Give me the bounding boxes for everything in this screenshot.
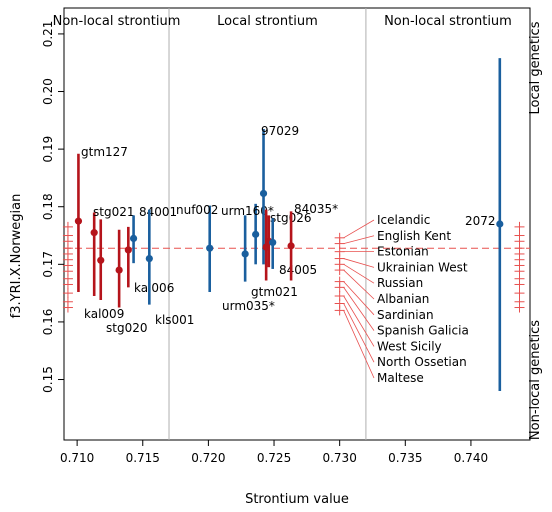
sample-point <box>241 250 249 258</box>
population-leader-line <box>343 263 375 284</box>
y-tick-label: 0.21 <box>41 21 55 48</box>
population-leader-line <box>343 287 375 331</box>
sample-point <box>206 244 214 252</box>
region-label: Non-local strontium <box>384 14 512 29</box>
sample-point <box>287 242 295 250</box>
point-label: gtm021 <box>251 285 298 299</box>
y-tick-label: 0.15 <box>41 366 55 393</box>
axes: 0.710 0.715 0.720 0.725 0.730 0.735 0.740 0.15 0… <box>41 7 531 465</box>
population-label: Spanish Galicia <box>377 324 469 338</box>
population-label: English Kent <box>377 229 451 243</box>
population-label: Maltese <box>377 371 424 385</box>
sample-point <box>90 229 98 237</box>
population-label: West Sicily <box>377 339 442 353</box>
x-tick-label: 0.740 <box>454 451 488 465</box>
x-tick-label: 0.710 <box>60 451 94 465</box>
point-label: kal006 <box>134 281 174 295</box>
y-tick-label: 0.18 <box>41 193 55 220</box>
point-label: urm160* <box>221 204 274 218</box>
point-label: urm035* <box>222 299 275 313</box>
sample-point <box>129 234 138 242</box>
population-label: Ukrainian West <box>377 260 468 274</box>
point-label: nuf002 <box>176 203 218 217</box>
population-leader-line <box>343 303 375 363</box>
population-label: Albanian <box>377 292 429 306</box>
side-label-nonlocal-genetics: Non-local genetics <box>528 320 543 440</box>
population-leader-line <box>343 310 375 379</box>
sample-point <box>259 189 268 198</box>
point-label: stg021 <box>93 205 134 219</box>
point-label: 84005 <box>279 263 317 277</box>
sample-point <box>124 246 132 254</box>
y-axis-label: f3.YRI.X.Norwegian <box>9 194 24 319</box>
plot-frame <box>63 7 531 441</box>
sample-point <box>145 254 153 263</box>
population-label: North Ossetian <box>377 355 467 369</box>
point-label: 2072 <box>465 214 496 228</box>
population-leader-line <box>343 281 375 316</box>
y-tick-label: 0.20 <box>41 78 55 105</box>
point-label: kal009 <box>84 307 124 321</box>
x-axis-label: Strontium value <box>245 492 349 507</box>
sample-point <box>74 217 83 225</box>
edge-markers <box>62 221 525 313</box>
sample-point <box>115 266 123 274</box>
point-label: kls001 <box>155 313 194 327</box>
point-label: 84001 <box>139 205 177 219</box>
sample-point <box>496 220 504 228</box>
y-tick-label: 0.16 <box>41 309 55 336</box>
population-label: Estonian <box>377 245 429 259</box>
region-label: Non-local strontium <box>53 14 181 29</box>
x-tick-label: 0.735 <box>388 451 422 465</box>
sample-point <box>252 230 260 238</box>
population-leader-line <box>343 295 375 347</box>
x-tick-label: 0.715 <box>126 451 160 465</box>
sample-point <box>97 256 105 264</box>
y-tick-label: 0.17 <box>41 251 55 278</box>
sample-point <box>269 238 277 247</box>
population-leader-line <box>343 235 375 244</box>
x-tick-label: 0.725 <box>257 451 291 465</box>
population-leader-line <box>343 258 375 268</box>
population-leader-line <box>343 219 375 239</box>
x-tick-label: 0.720 <box>191 451 225 465</box>
point-label: 97029 <box>261 124 299 138</box>
population-label: Icelandic <box>377 213 430 227</box>
side-label-local-genetics: Local genetics <box>528 21 543 114</box>
population-label: Russian <box>377 276 423 290</box>
point-label: gtm127 <box>81 145 128 159</box>
population-label: Sardinian <box>377 308 434 322</box>
population-leader-line <box>343 269 375 300</box>
point-label: 84035* <box>294 202 338 216</box>
x-tick-label: 0.730 <box>322 451 356 465</box>
strontium-regions: Non-local strontium Local strontium Non-lo… <box>53 8 512 440</box>
point-label: stg020 <box>106 321 147 335</box>
y-tick-label: 0.19 <box>41 136 55 163</box>
region-label: Local strontium <box>217 14 318 29</box>
